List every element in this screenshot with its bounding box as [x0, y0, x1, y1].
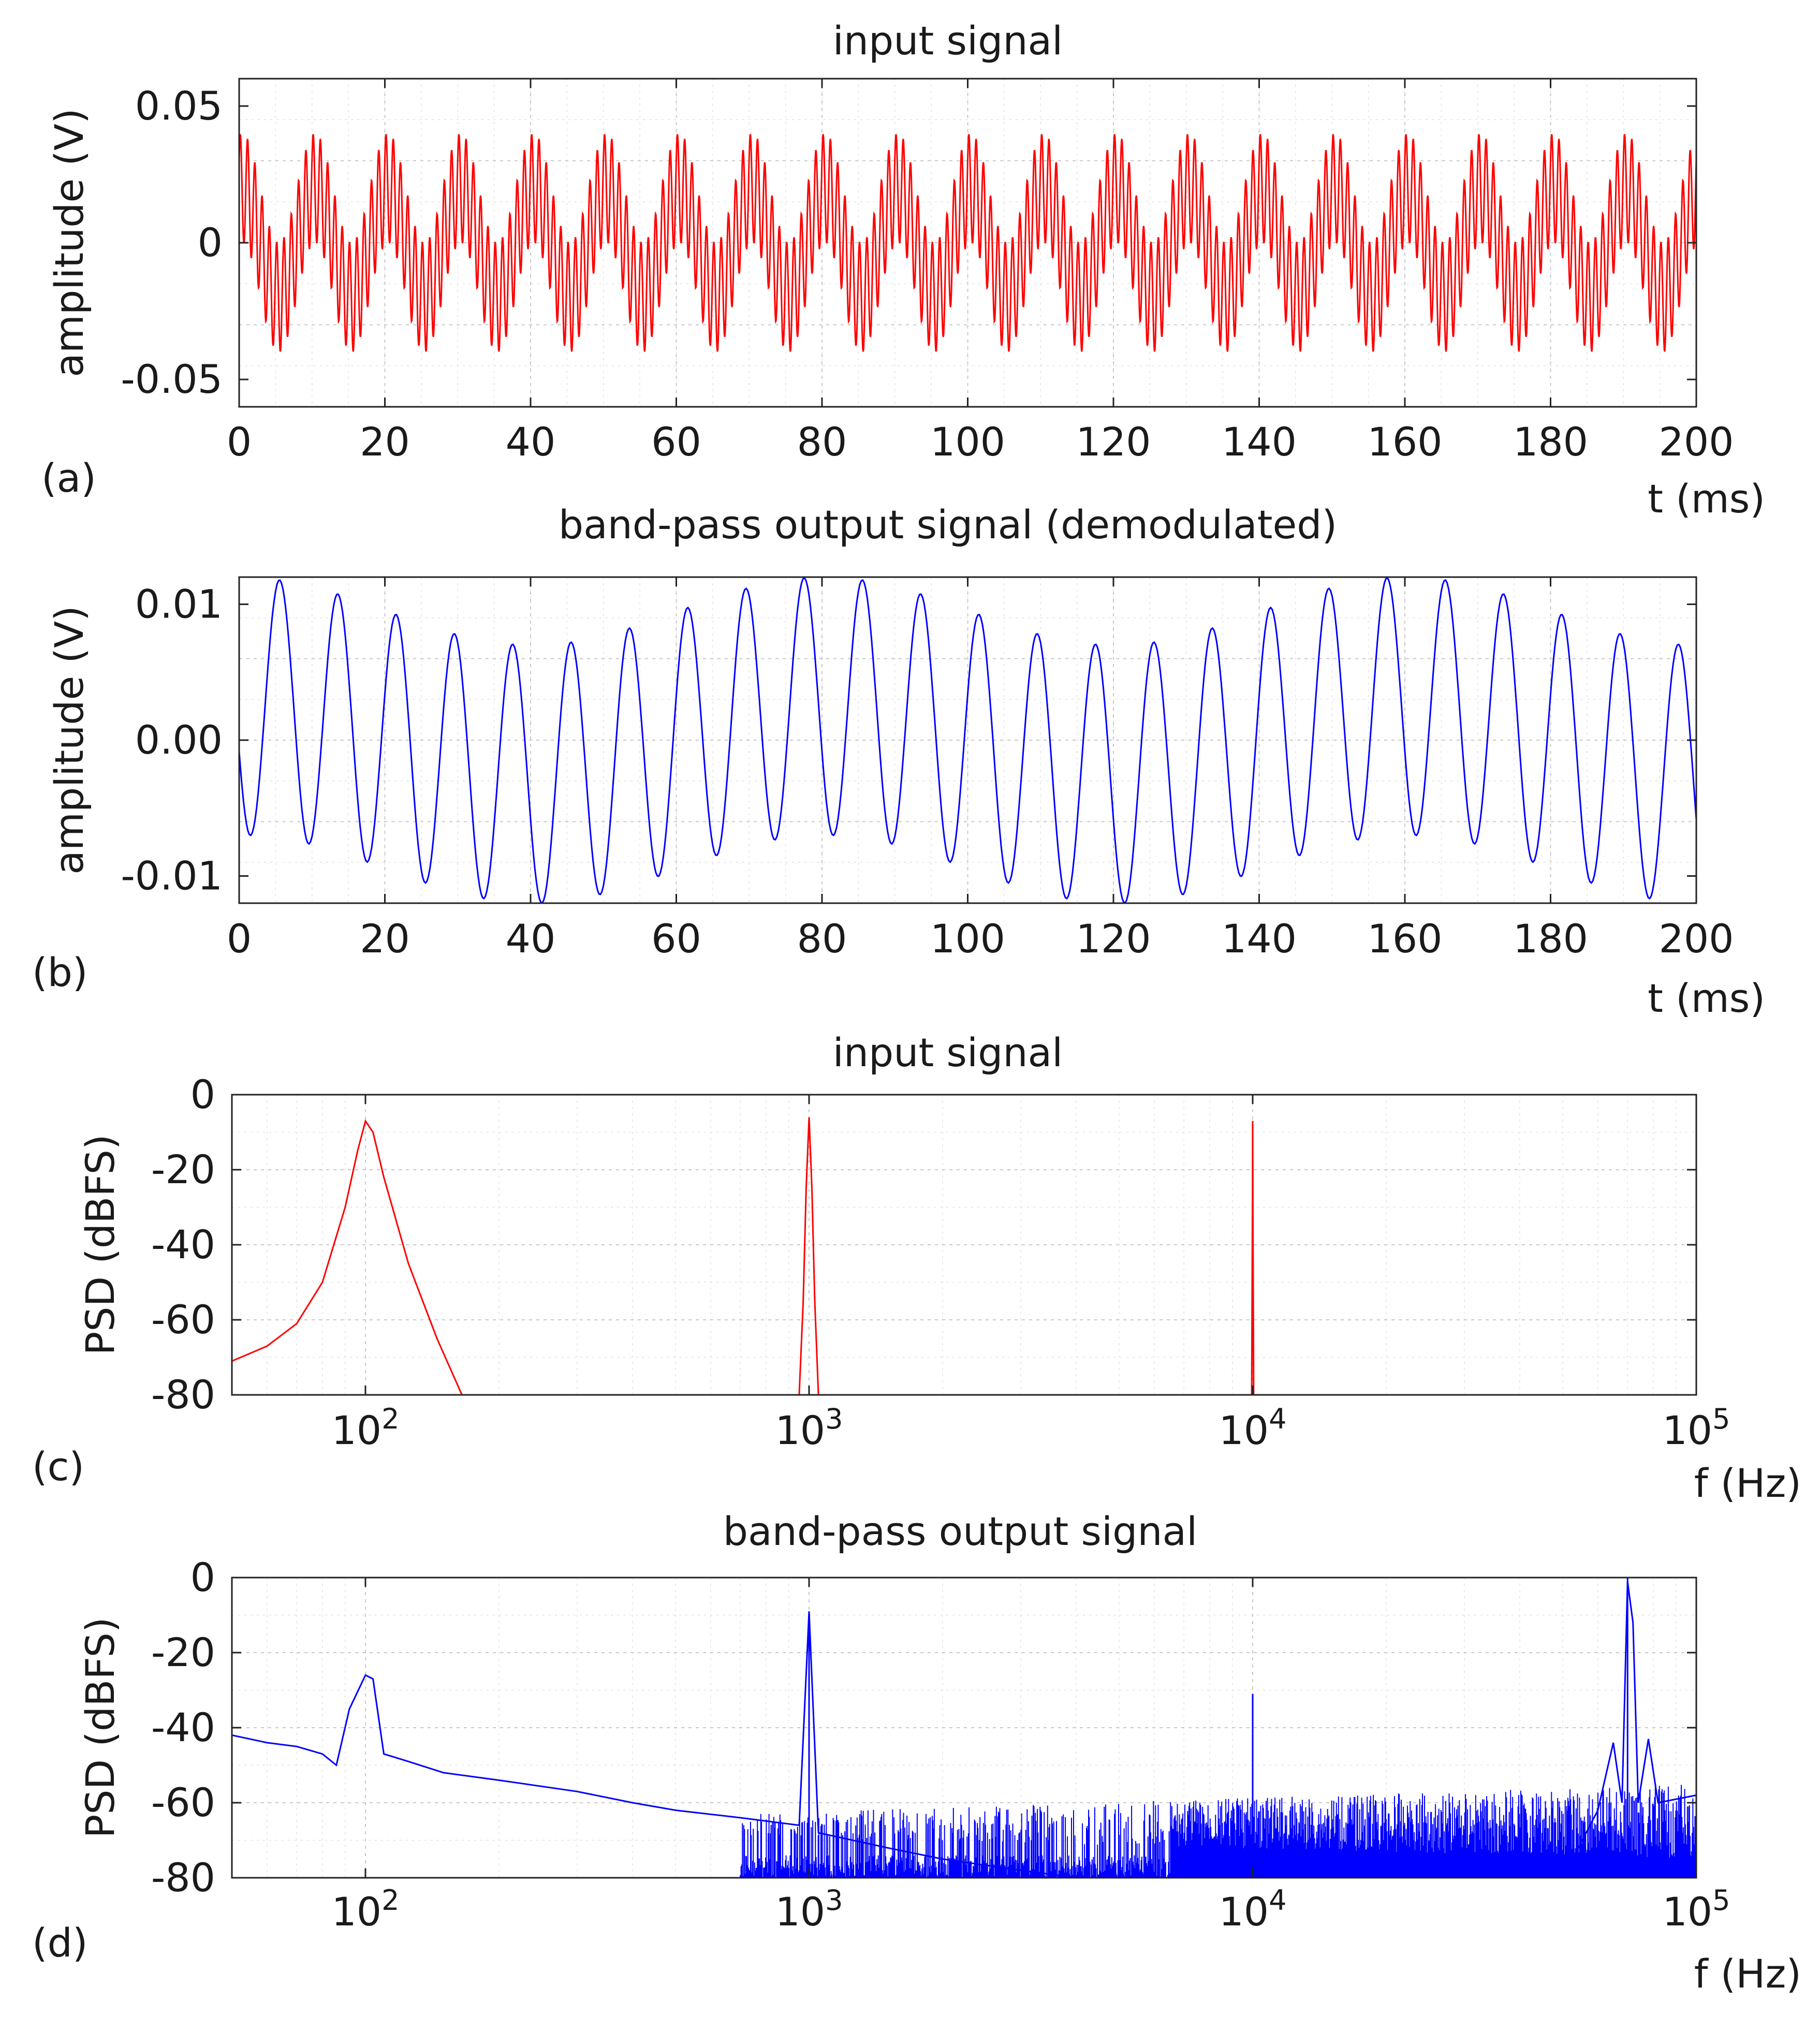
panel-d-label: (d) [32, 1920, 88, 1966]
panel-b-ylabel: amplitude (V) [46, 606, 92, 875]
panel-b-title: band-pass output signal (demodulated) [559, 502, 1337, 548]
panel-c-input-psd: input signal 102 103 104 105 0 -20 -40 -60 -80 P… [32, 1029, 1801, 1506]
b-xtick-label: 20 [360, 916, 410, 962]
panel-a-plot [239, 134, 1696, 352]
a-series-input-signal [239, 134, 1696, 352]
panel-b-xlabel: t (ms) [1648, 975, 1765, 1021]
a-xtick-label: 180 [1513, 419, 1588, 465]
panel-c-grid [232, 1095, 1696, 1395]
d-ytick-label: -20 [151, 1629, 215, 1675]
c-series-100-Hz-peak [232, 1119, 463, 1395]
c-xtick-label: 103 [775, 1403, 843, 1453]
panel-b-plot [239, 577, 1696, 903]
c-ytick-label: -40 [151, 1221, 215, 1268]
panel-a-input-time: input signal 0 20 40 60 80 100 120 140 160 180 200… [41, 18, 1765, 522]
d-ytick-label: -80 [151, 1854, 215, 1901]
b-xtick-label: 40 [506, 916, 556, 962]
b-xtick-label: 60 [651, 916, 701, 962]
c-ytick-label: -60 [151, 1297, 215, 1343]
c-ytick-label: -80 [151, 1372, 215, 1418]
d-xtick-label: 105 [1662, 1884, 1730, 1935]
d-xtick-label: 102 [331, 1884, 399, 1935]
panel-d-xlabel: f (Hz) [1694, 1951, 1801, 1997]
a-xtick-label: 140 [1222, 419, 1297, 465]
panel-b-label: (b) [32, 949, 88, 995]
b-xtick-label: 160 [1367, 916, 1442, 962]
c-ytick-label: -20 [151, 1146, 215, 1192]
b-ytick-label: 0.01 [135, 581, 223, 627]
b-xtick-label: 120 [1076, 916, 1151, 962]
a-ytick-label: 0.05 [135, 83, 223, 129]
d-ytick-label: -60 [151, 1779, 215, 1825]
c-xtick-label: 104 [1219, 1403, 1286, 1453]
b-ytick-label: 0.00 [135, 717, 223, 763]
c-ytick-label: 0 [190, 1071, 215, 1117]
panel-a-ylabel: amplitude (V) [46, 108, 92, 377]
panel-b-grid [239, 577, 1696, 903]
panel-d-output-psd: band-pass output signal 102 103 104 105 0 -20… [32, 1508, 1801, 1997]
b-ytick-label: -0.01 [121, 853, 223, 899]
a-ytick-label: 0 [198, 219, 223, 266]
b-xtick-label: 140 [1222, 916, 1297, 962]
panel-c-ylabel: PSD (dBFS) [77, 1134, 123, 1355]
panel-c-plot [232, 1117, 1255, 1395]
a-xtick-label: 60 [651, 419, 701, 465]
d-noise-comb [740, 1785, 1696, 1878]
panel-a-label: (a) [41, 455, 96, 501]
b-xtick-label: 80 [797, 916, 847, 962]
panel-c-xlabel: f (Hz) [1694, 1460, 1801, 1506]
b-xtick-label: 0 [227, 916, 252, 962]
panel-a-xlabel: t (ms) [1648, 476, 1765, 522]
c-xtick-label: 102 [331, 1403, 399, 1453]
c-series-1-kHz-peak [798, 1117, 819, 1395]
panel-b-ticks: 0 20 40 60 80 100 120 140 160 180 200 0.01 0.00 -0.01 [121, 577, 1734, 962]
d-ytick-label: -40 [151, 1704, 215, 1750]
panel-c-ticks: 102 103 104 105 0 -20 -40 -60 -80 [151, 1071, 1730, 1453]
panel-d-plot [232, 1578, 1696, 1878]
a-xtick-label: 120 [1076, 419, 1151, 465]
a-xtick-label: 80 [797, 419, 847, 465]
a-xtick-label: 0 [227, 419, 252, 465]
b-xtick-label: 100 [930, 916, 1005, 962]
panel-a-title: input signal [833, 18, 1063, 64]
b-xtick-label: 180 [1513, 916, 1588, 962]
c-xtick-label: 105 [1662, 1403, 1730, 1453]
c-series-10-kHz-peak [1251, 1121, 1255, 1395]
d-series-output-spectrum [232, 1581, 1696, 1878]
d-xtick-label: 103 [775, 1884, 843, 1935]
panel-b-output-time: band-pass output signal (demodulated) 0 2… [32, 502, 1765, 1021]
a-xtick-label: 20 [360, 419, 410, 465]
d-xtick-label: 104 [1219, 1884, 1286, 1935]
panel-d-title: band-pass output signal [723, 1508, 1197, 1554]
b-xtick-label: 200 [1658, 916, 1734, 962]
a-ytick-label: -0.05 [121, 356, 223, 402]
a-xtick-label: 160 [1367, 419, 1442, 465]
panel-c-label: (c) [32, 1444, 84, 1490]
a-xtick-label: 200 [1658, 419, 1734, 465]
b-series-demodulated-output [239, 577, 1696, 903]
a-xtick-label: 100 [930, 419, 1005, 465]
panel-a-grid [239, 79, 1696, 407]
panel-d-ylabel: PSD (dBFS) [77, 1617, 123, 1838]
panel-d-ticks: 102 103 104 105 0 -20 -40 -60 -80 [151, 1554, 1730, 1935]
d-ytick-label: 0 [190, 1554, 215, 1600]
panel-c-title: input signal [833, 1029, 1063, 1076]
a-xtick-label: 40 [506, 419, 556, 465]
